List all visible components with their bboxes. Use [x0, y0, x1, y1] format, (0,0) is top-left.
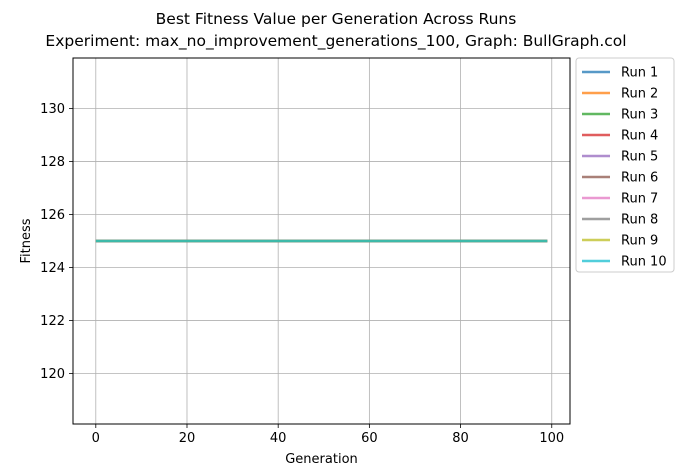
x-tick-label: 100	[539, 431, 564, 446]
chart-title: Best Fitness Value per Generation Across…	[156, 10, 517, 28]
x-tick-label: 60	[361, 431, 378, 446]
y-tick-label: 130	[40, 102, 65, 117]
legend-label: Run 7	[621, 192, 658, 207]
legend-label: Run 10	[621, 255, 667, 270]
y-tick-label: 120	[40, 367, 65, 382]
plot-area	[72, 57, 571, 425]
y-tick-label: 124	[40, 261, 65, 276]
x-tick-label: 0	[92, 431, 100, 446]
chart-subtitle: Experiment: max_no_improvement_generatio…	[45, 32, 626, 51]
legend-label: Run 5	[621, 150, 658, 165]
x-axis-title: Generation	[285, 452, 358, 467]
legend-label: Run 1	[621, 66, 658, 81]
legend-label: Run 4	[621, 129, 658, 144]
y-tick-label: 126	[40, 208, 65, 223]
legend-label: Run 8	[621, 213, 658, 228]
x-axis-ticks: 0 20 40 60 80 100	[92, 424, 564, 446]
y-tick-label: 122	[40, 314, 65, 329]
y-tick-label: 128	[40, 155, 65, 170]
legend-label: Run 9	[621, 234, 658, 249]
legend-label: Run 2	[621, 87, 658, 102]
x-tick-label: 20	[179, 431, 196, 446]
y-axis-ticks: 120 122 124 126 128 130	[40, 102, 73, 382]
x-tick-label: 80	[452, 431, 469, 446]
y-axis-title: Fitness	[19, 218, 34, 263]
legend-label: Run 6	[621, 171, 658, 186]
x-tick-label: 40	[270, 431, 287, 446]
legend: Run 1 Run 2 Run 3 Run 4 Run 5 Run 6 Run 7 Run 8…	[575, 57, 675, 273]
legend-label: Run 3	[621, 108, 658, 123]
